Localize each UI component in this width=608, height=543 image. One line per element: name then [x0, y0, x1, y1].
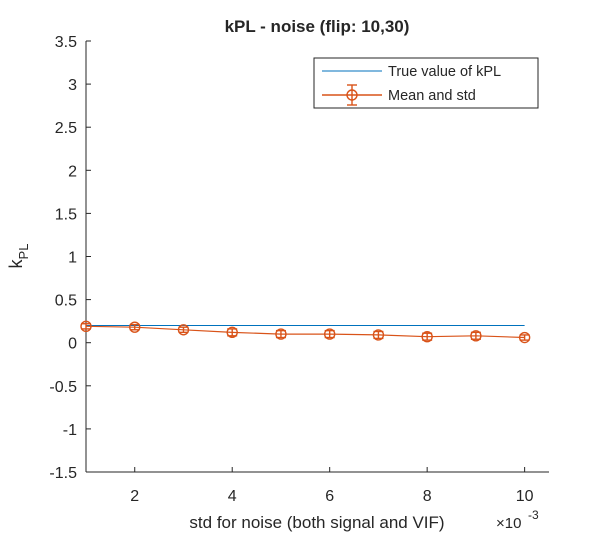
- y-axis-label: kPL: [6, 244, 31, 269]
- y-axis-label-main: k: [6, 258, 26, 268]
- mean-marker: [177, 324, 190, 336]
- legend-swatch-mean-std: [322, 84, 382, 106]
- mean-marker: [226, 326, 238, 339]
- mean-marker: [80, 320, 92, 333]
- y-tick-label: -0.5: [49, 379, 77, 396]
- y-tick-label: 1: [68, 250, 77, 267]
- y-tick-label: 0.5: [55, 293, 77, 310]
- svg-text:kPL: kPL: [6, 244, 31, 269]
- legend: True value of kPL Mean and std: [313, 57, 539, 109]
- x-tick-label: 10: [516, 488, 534, 505]
- mean-marker: [518, 331, 531, 344]
- legend-label-true-value: True value of kPL: [388, 64, 501, 80]
- y-tick-label: 3: [68, 77, 77, 94]
- y-tick-label: -1.5: [49, 465, 77, 482]
- x-exponent-power: -3: [528, 508, 539, 522]
- mean-marker: [372, 329, 385, 341]
- mean-marker: [470, 330, 482, 342]
- y-axis-label-subscript: PL: [16, 244, 31, 260]
- mean-line: [85, 325, 525, 339]
- mean-marker: [129, 321, 141, 333]
- y-tick-label: -1: [63, 422, 77, 439]
- y-tick-label: 3.5: [55, 34, 77, 51]
- mean-marker: [323, 328, 336, 340]
- mean-marker: [421, 330, 433, 343]
- mean-marker: [275, 328, 287, 340]
- y-tick-label: 1.5: [55, 206, 77, 223]
- x-tick-label: 8: [423, 488, 432, 505]
- x-tick-label: 6: [325, 488, 334, 505]
- x-exponent-base: ×10: [496, 515, 521, 532]
- x-tick-label: 4: [228, 488, 237, 505]
- plot-area: -1.5 -1 -0.5 0 0.5 1 1.5 2 2.5 3 3.5 2 4 6 8 10: [49, 34, 549, 505]
- y-tick-label: 2.5: [55, 120, 77, 137]
- legend-label-mean-std: Mean and std: [388, 88, 476, 104]
- x-tick-label: 2: [130, 488, 139, 505]
- y-tick-label: 0: [68, 336, 77, 353]
- x-axis-exponent: ×10 -3: [496, 508, 539, 532]
- y-tick-label: 2: [68, 163, 77, 180]
- chart-title: kPL - noise (flip: 10,30): [225, 17, 410, 36]
- x-axis-label: std for noise (both signal and VIF): [189, 513, 444, 532]
